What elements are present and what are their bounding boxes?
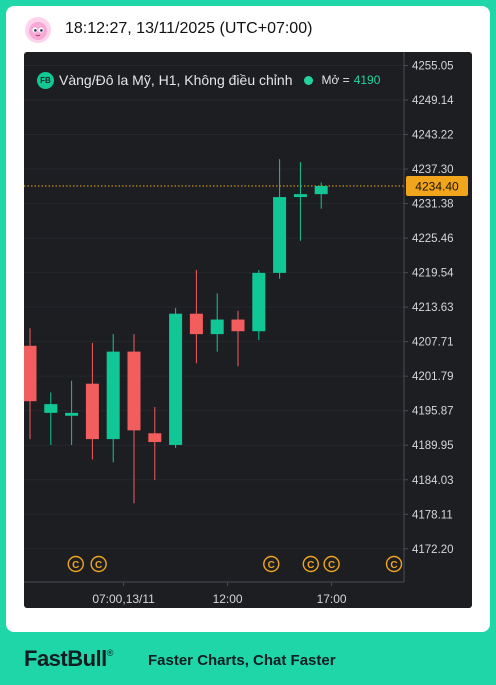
event-marker-icon[interactable] bbox=[67, 555, 84, 573]
event-marker-icon[interactable] bbox=[302, 555, 319, 573]
fb-logo-icon: FB bbox=[37, 71, 54, 89]
y-tick-label: 4207.71 bbox=[412, 337, 454, 349]
candle-body[interactable] bbox=[189, 313, 203, 335]
event-marker-label: C bbox=[307, 560, 314, 571]
y-tick-label: 4231.38 bbox=[412, 199, 454, 211]
registered-mark: ® bbox=[106, 648, 114, 658]
candle-body[interactable] bbox=[210, 319, 224, 335]
candle-body[interactable] bbox=[65, 412, 79, 416]
event-marker-label: C bbox=[328, 560, 335, 571]
candle-body[interactable] bbox=[106, 351, 120, 440]
price-chart[interactable]: 4255.05 4249.14 4243.22 4237.30 4231.38 4225.… bbox=[24, 52, 472, 608]
y-tick-label: 4225.46 bbox=[412, 233, 454, 245]
chart-canvas[interactable]: 4255.05 4249.14 4243.22 4237.30 4231.38 4225.… bbox=[24, 52, 472, 608]
instrument-label: Vàng/Đô la Mỹ, H1, Không điều chỉnh bbox=[59, 72, 293, 88]
x-tick-label: 07:00,13/11 bbox=[92, 592, 155, 606]
event-marker-icon[interactable] bbox=[90, 555, 107, 573]
timestamp: 18:12:27, 13/11/2025 (UTC+07:00) bbox=[65, 20, 313, 37]
y-tick-label: 4201.79 bbox=[412, 371, 454, 383]
y-tick-label: 4184.03 bbox=[412, 475, 454, 487]
event-marker-label: C bbox=[268, 560, 275, 571]
y-tick-label: 4172.20 bbox=[412, 544, 454, 556]
event-marker-icon[interactable] bbox=[323, 555, 340, 573]
y-tick-label: 4237.30 bbox=[412, 164, 454, 176]
candle-body[interactable] bbox=[148, 433, 162, 443]
event-marker-label: C bbox=[95, 560, 102, 571]
candle-body[interactable] bbox=[293, 194, 307, 198]
y-tick-label: 4213.63 bbox=[412, 302, 454, 314]
price-tag-label: 4234.40 bbox=[415, 179, 459, 193]
x-tick-label: 12:00 bbox=[213, 592, 243, 606]
brand-logo[interactable]: FastBull® bbox=[24, 646, 113, 672]
y-tick-label: 4195.87 bbox=[412, 406, 454, 418]
footer: FastBull® Faster Charts, Chat Faster bbox=[0, 632, 496, 685]
open-value: 4190 bbox=[353, 73, 381, 87]
brand-name: FastBull bbox=[24, 646, 107, 671]
open-label: Mở = bbox=[321, 73, 350, 87]
candle-body[interactable] bbox=[85, 383, 99, 440]
y-tick-label: 4178.11 bbox=[412, 509, 453, 521]
candle-body[interactable] bbox=[314, 185, 328, 195]
candle-body[interactable] bbox=[127, 351, 141, 431]
candle-body[interactable] bbox=[273, 197, 287, 273]
tagline: Faster Charts, Chat Faster bbox=[148, 652, 336, 669]
candle-body[interactable] bbox=[24, 345, 37, 402]
candle-body[interactable] bbox=[169, 313, 183, 445]
price-tag bbox=[406, 175, 468, 196]
y-tick-label: 4249.14 bbox=[412, 95, 454, 107]
widget-card: 18:12:27, 13/11/2025 (UTC+07:00) 4255.05… bbox=[6, 6, 490, 632]
status-dot-icon bbox=[304, 75, 314, 85]
event-marker-icon[interactable] bbox=[263, 555, 280, 573]
avatar-icon bbox=[25, 17, 51, 43]
y-tick-label: 4189.95 bbox=[412, 440, 454, 452]
y-tick-label: 4255.05 bbox=[412, 61, 454, 73]
candle-body[interactable] bbox=[231, 319, 245, 332]
y-tick-label: 4219.54 bbox=[412, 268, 454, 280]
header: 18:12:27, 13/11/2025 (UTC+07:00) bbox=[6, 6, 490, 52]
event-marker-label: C bbox=[72, 560, 79, 571]
x-tick-label: 17:00 bbox=[317, 592, 347, 606]
y-tick-label: 4243.22 bbox=[412, 130, 454, 142]
avatar bbox=[25, 17, 51, 43]
candle-body[interactable] bbox=[252, 272, 266, 332]
chart-legend: FB Vàng/Đô la Mỹ, H1, Không điều chỉnh M… bbox=[37, 70, 380, 90]
event-marker-icon[interactable] bbox=[385, 555, 403, 573]
candle-body[interactable] bbox=[44, 404, 58, 413]
event-marker-label: C bbox=[390, 560, 397, 571]
